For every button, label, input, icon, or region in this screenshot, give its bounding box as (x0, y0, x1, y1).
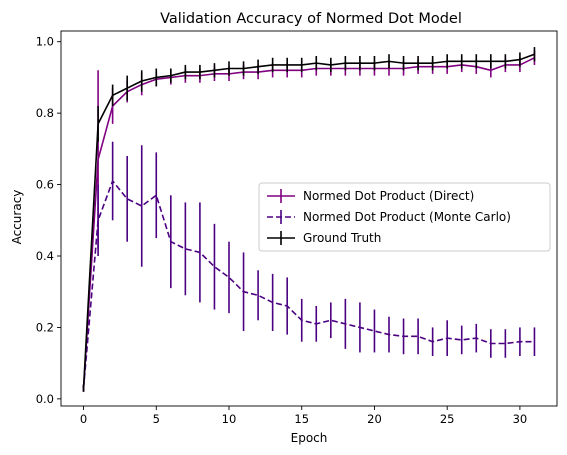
series-line (82, 57, 535, 389)
y-tick-label: 0.0 (36, 392, 54, 406)
plot-area (82, 47, 536, 392)
series-ground-truth (82, 47, 536, 392)
y-tick-label: 1.0 (36, 35, 54, 49)
x-tick-label: 20 (367, 412, 382, 426)
legend-label: Normed Dot Product (Monte Carlo) (303, 210, 511, 224)
legend-item-normed-dot-product-monte-carlo: Normed Dot Product (Monte Carlo) (267, 210, 511, 224)
axes-frame (60, 30, 558, 407)
x-tick-label: 30 (513, 412, 528, 426)
y-tick-label: 0.8 (36, 106, 54, 120)
y-axis-label: Accuracy (10, 190, 24, 245)
x-tick-label: 0 (80, 412, 87, 426)
x-tick-label: 25 (440, 412, 455, 426)
y-tick-label: 0.4 (36, 249, 54, 263)
y-tick-label: 0.6 (36, 178, 54, 192)
x-tick-label: 15 (294, 412, 309, 426)
series-line (82, 180, 535, 389)
x-axis-label: Epoch (291, 431, 328, 445)
legend-label: Ground Truth (303, 231, 381, 245)
legend: Normed Dot Product (Direct) Normed Dot Pr… (258, 182, 551, 252)
legend-item-ground-truth: Ground Truth (267, 231, 381, 245)
x-tick-label: 10 (222, 412, 237, 426)
legend-item-normed-dot-product-direct: Normed Dot Product (Direct) (267, 189, 474, 203)
y-tick-label: 0.2 (36, 320, 54, 334)
y-axis-ticks: 0.0 0.2 0.4 0.6 0.8 1.0 (36, 35, 61, 406)
x-axis-ticks: 0 5 10 15 20 25 30 (80, 406, 527, 426)
legend-label: Normed Dot Product (Direct) (303, 189, 474, 203)
x-tick-label: 5 (153, 412, 160, 426)
legend-box (258, 182, 551, 252)
series-normed-dot-product-monte-carlo (82, 141, 536, 392)
chart-title: Validation Accuracy of Normed Dot Model (160, 11, 462, 27)
series-line (82, 53, 535, 389)
